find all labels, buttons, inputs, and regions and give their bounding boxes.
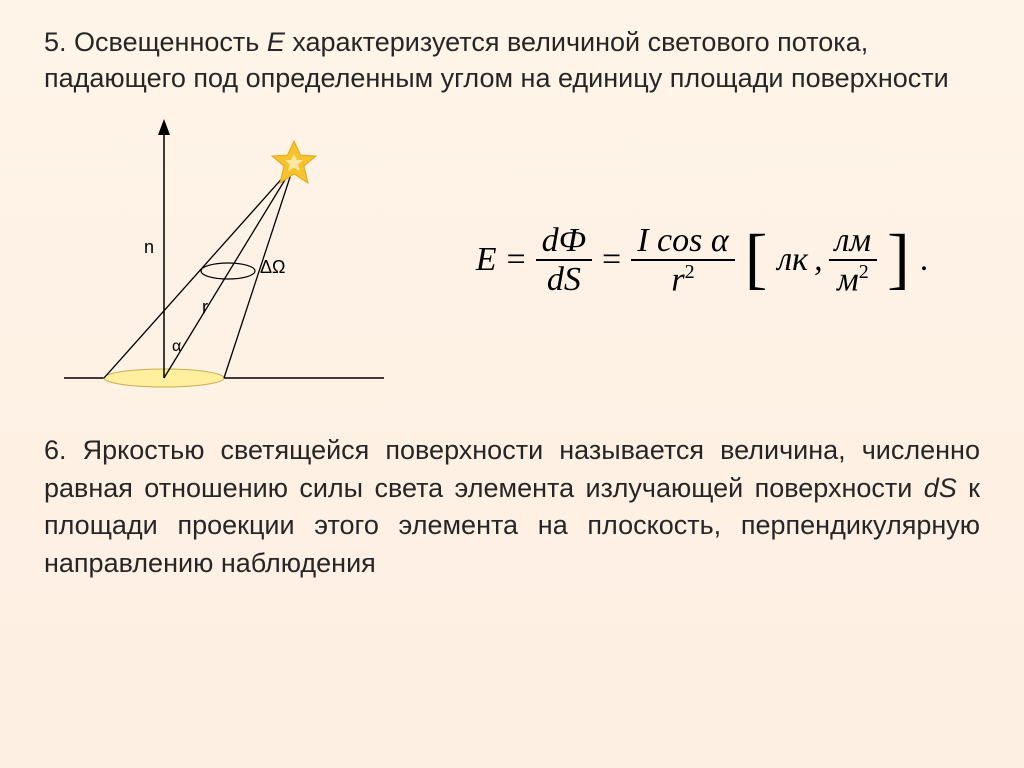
r-base: r: [671, 262, 684, 299]
label-alpha: α: [172, 338, 181, 355]
label-r: r: [202, 297, 208, 317]
formula-E: E: [476, 241, 497, 279]
units: лк, лм м2: [777, 222, 877, 299]
den-ds: dS: [541, 261, 587, 298]
label-n: n: [144, 237, 154, 257]
eq-sign-2: =: [602, 241, 621, 279]
frac-dphi-ds: dФ dS: [536, 222, 592, 299]
unit-m-exp: 2: [859, 261, 869, 283]
formula-period: .: [920, 241, 929, 279]
item-6-text: 6. Яркостью светящейся поверхности назыв…: [44, 432, 980, 583]
num-icosalpha: I cos α: [631, 222, 735, 259]
figure-row: n r α ΔΩ E = dФ dS = I cos α: [44, 113, 980, 408]
right-bracket-icon: ]: [887, 224, 910, 292]
frac-icos-r2: I cos α r2: [631, 222, 735, 299]
illuminance-formula: E = dФ dS = I cos α r2 [: [424, 222, 980, 299]
solid-angle-ellipse: [201, 263, 255, 279]
num-dphi: dФ: [536, 222, 592, 259]
item-5-content: Освещенность E характеризуется величиной…: [44, 27, 949, 93]
equation: E = dФ dS = I cos α r2 [: [476, 222, 929, 299]
star-icon: [272, 141, 316, 183]
slide: 5. Освещенность E характеризуется величи…: [0, 0, 1024, 768]
item-6-number: 6.: [44, 435, 67, 465]
left-bracket-icon: [: [745, 224, 768, 292]
diagram-svg: n r α ΔΩ: [44, 113, 404, 403]
label-delta-omega: ΔΩ: [260, 257, 285, 277]
unit-comma: ,: [814, 241, 823, 279]
eq-sign-1: =: [506, 241, 525, 279]
unit-m: м: [837, 262, 859, 299]
den-r2: r2: [665, 261, 700, 299]
unit-lm: лм: [829, 222, 878, 259]
illumination-diagram: n r α ΔΩ: [44, 113, 424, 408]
unit-m2: м2: [831, 261, 875, 299]
I-cos-alpha: I cos α: [637, 222, 729, 259]
unit-lx: лк: [777, 241, 808, 279]
symbol-E: E: [267, 27, 285, 57]
item-5-text: 5. Освещенность E характеризуется величи…: [44, 24, 980, 97]
item-5-number: 5.: [44, 27, 67, 57]
frac-lm-m2: лм м2: [829, 222, 878, 299]
r-exp: 2: [685, 261, 695, 283]
axis-arrowhead: [158, 119, 170, 135]
item-6-before: Яркостью светящейся поверхности называет…: [44, 435, 980, 503]
item-6-ds: dS: [924, 473, 957, 503]
